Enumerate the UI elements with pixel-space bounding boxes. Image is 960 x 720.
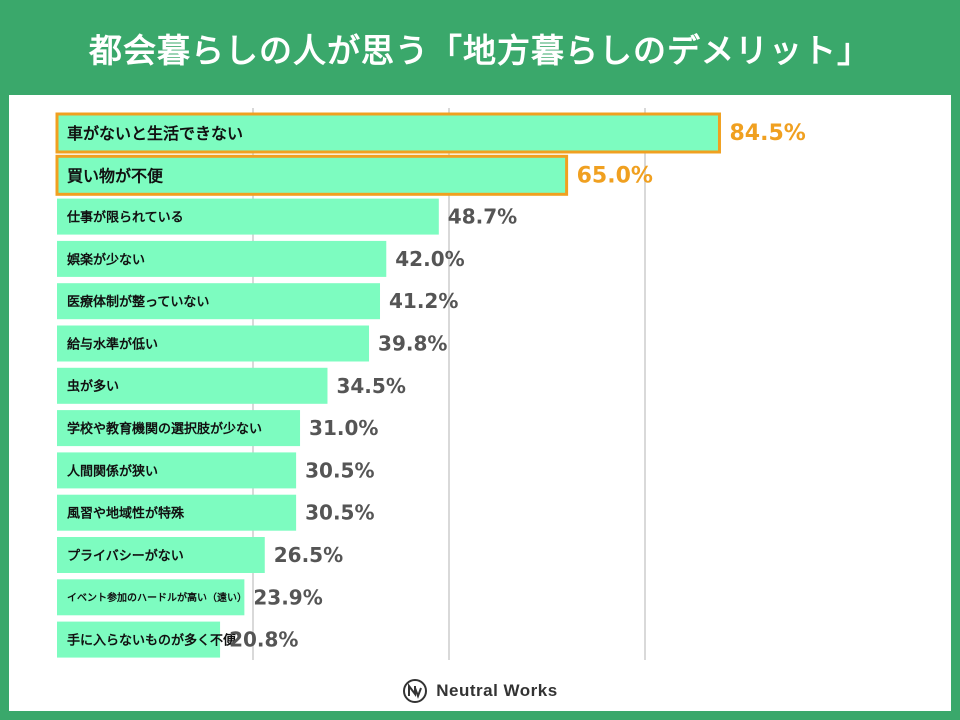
bar (57, 367, 328, 404)
bar-value-label: 41.2% (389, 289, 458, 313)
bar (57, 410, 301, 447)
bar-value-label: 26.5% (274, 543, 343, 567)
bar-value-label: 23.9% (253, 585, 322, 609)
bar-value-label: 30.5% (305, 458, 374, 482)
bar (55, 154, 569, 196)
bar-category-label: 給与水準が低い (67, 336, 158, 352)
bar (55, 112, 721, 154)
bar-value-label: 48.7% (448, 205, 517, 229)
brand-name: Neutral Works (436, 681, 558, 700)
bar-category-label: 手に入らないものが多く不便 (67, 633, 237, 649)
bar-category-label: 買い物が不便 (67, 166, 164, 185)
bar (57, 579, 245, 616)
bar (57, 452, 297, 489)
bar (57, 325, 370, 362)
bar-value-label: 30.5% (305, 501, 374, 525)
bar-value-label: 84.5% (729, 121, 805, 146)
bar-category-label: 娯楽が少ない (67, 252, 145, 268)
bar-category-label: 仕事が限られている (66, 210, 184, 226)
bar (57, 621, 221, 658)
bar (57, 283, 381, 320)
bar-value-label: 34.5% (336, 374, 405, 398)
bar-category-label: 風習や地域性が特殊 (67, 506, 185, 522)
page-title: 都会暮らしの人が思う「地方暮らしのデメリット」 (89, 30, 871, 70)
bar (57, 240, 387, 277)
bar-category-label: 学校や教育機関の選択肢が少ない (67, 421, 262, 437)
bar-category-label: プライバシーがない (67, 548, 184, 564)
bar-value-label: 42.0% (395, 247, 464, 271)
bar-category-label: 人間関係が狭い (67, 463, 158, 479)
bar-value-label: 20.8% (229, 628, 298, 652)
bar-value-label: 31.0% (309, 416, 378, 440)
bar-category-label: イベント参加のハードルが高い（遠い） (67, 591, 247, 604)
bar-category-label: 虫が多い (67, 379, 119, 395)
neutral-works-logo-icon (403, 679, 428, 703)
brand-logo: Neutral Works (0, 677, 960, 705)
bar-value-label: 65.0% (577, 163, 653, 188)
bar (57, 494, 297, 531)
bar-category-label: 車がないと生活できない (67, 124, 243, 143)
bar (57, 198, 439, 235)
bar (57, 537, 265, 573)
bar-value-label: 39.8% (378, 332, 447, 356)
bar-category-label: 医療体制が整っていない (67, 294, 209, 310)
